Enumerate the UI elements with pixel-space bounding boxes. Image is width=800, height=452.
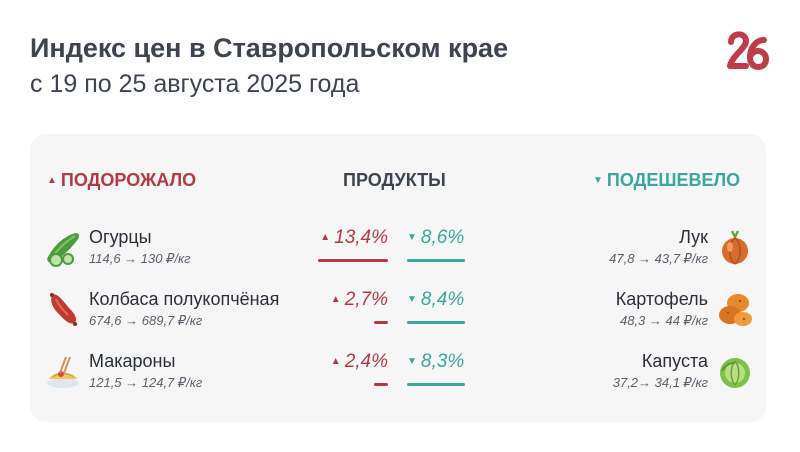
column-header-down: ▼ ПОДЕШЕВЕЛО bbox=[593, 170, 741, 190]
column-header-products: ПРОДУКТЫ bbox=[343, 170, 446, 190]
price-change: 121,5 → 124,7 ₽/кг bbox=[89, 375, 203, 390]
sausage-icon bbox=[50, 293, 77, 326]
triangle-up-icon: ▲ bbox=[47, 175, 57, 186]
price-card bbox=[30, 134, 766, 422]
increase-bar bbox=[374, 383, 388, 386]
increase-bar bbox=[374, 321, 388, 324]
potato-icon bbox=[719, 294, 752, 326]
page-title: Индекс цен в Ставропольском крае bbox=[30, 33, 509, 63]
table-row: Колбаса полукопчёная 674,6 → 689,7 ₽/кг … bbox=[0, 289, 800, 345]
increase-percent: ▲ 2,7% bbox=[330, 289, 388, 310]
price-change: 37,2→ 34,1 ₽/кг bbox=[612, 375, 708, 390]
increase-percent: ▲ 13,4% bbox=[320, 227, 388, 248]
table-row: Макароны 121,5 → 124,7 ₽/кг ▲ 2,4% ▼ 8,3% … bbox=[0, 351, 800, 407]
product-name: Капуста bbox=[641, 351, 708, 371]
triangle-down-icon: ▼ bbox=[407, 232, 417, 243]
triangle-up-icon: ▲ bbox=[320, 232, 331, 243]
decrease-bar bbox=[407, 383, 465, 386]
table-row: Огурцы 114,6 → 130 ₽/кг ▲ 13,4% ▼ 8,6% Лук… bbox=[0, 227, 800, 283]
product-name: Огурцы bbox=[89, 227, 152, 247]
logo-26-icon bbox=[727, 31, 769, 70]
price-change: 674,6 → 689,7 ₽/кг bbox=[89, 313, 203, 328]
triangle-down-icon: ▼ bbox=[407, 294, 417, 305]
cucumber-icon bbox=[47, 233, 80, 267]
triangle-up-icon: ▲ bbox=[330, 356, 341, 367]
decrease-bar bbox=[407, 321, 465, 324]
decrease-percent: ▼ 8,4% bbox=[407, 289, 465, 310]
price-change: 48,3 → 44 ₽/кг bbox=[619, 313, 708, 328]
onion-icon bbox=[722, 230, 748, 265]
increase-percent: ▲ 2,4% bbox=[330, 351, 388, 372]
cabbage-icon bbox=[720, 358, 750, 388]
decrease-percent: ▼ 8,6% bbox=[407, 227, 465, 248]
increase-bar bbox=[318, 259, 388, 262]
column-header-up: ▲ ПОДОРОЖАЛО bbox=[47, 170, 197, 190]
page-subtitle: с 19 по 25 августа 2025 года bbox=[30, 70, 360, 98]
triangle-up-icon: ▲ bbox=[330, 294, 341, 305]
triangle-down-icon: ▼ bbox=[593, 175, 603, 186]
product-name: Макароны bbox=[89, 351, 176, 371]
product-name: Картофель bbox=[615, 289, 708, 309]
decrease-bar bbox=[407, 259, 465, 262]
decrease-percent: ▼ 8,3% bbox=[407, 351, 465, 372]
price-change: 114,6 → 130 ₽/кг bbox=[89, 251, 191, 266]
price-change: 47,8 → 43,7 ₽/кг bbox=[609, 251, 708, 266]
product-name: Лук bbox=[679, 227, 708, 247]
triangle-down-icon: ▼ bbox=[407, 356, 417, 367]
pasta-icon bbox=[47, 356, 79, 388]
product-name: Колбаса полукопчёная bbox=[89, 289, 280, 309]
